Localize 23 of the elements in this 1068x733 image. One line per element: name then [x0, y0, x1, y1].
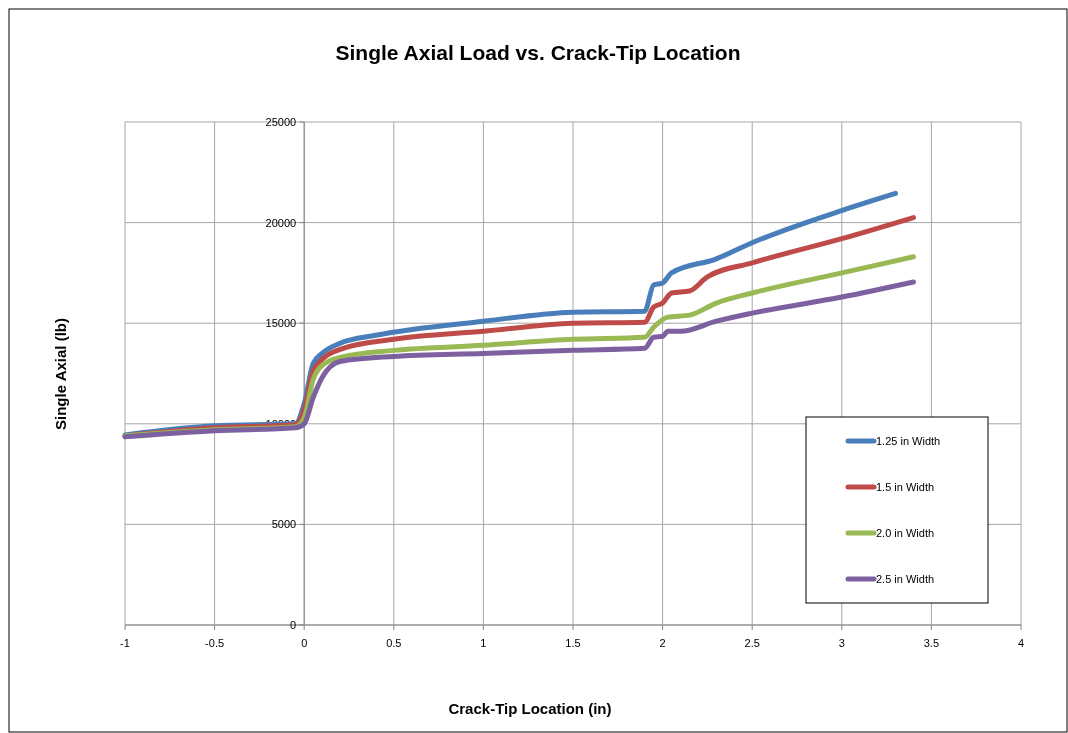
- x-tick-label: -0.5: [205, 637, 225, 649]
- x-tick-label: 2.5: [744, 637, 760, 649]
- y-tick-label: 0: [290, 619, 297, 631]
- legend-label: 1.25 in Width: [876, 435, 941, 447]
- legend-label: 1.5 in Width: [876, 481, 935, 493]
- x-tick-label: -1: [120, 637, 130, 649]
- y-tick-label: 15000: [265, 317, 297, 330]
- chart-title: Single Axial Load vs. Crack-Tip Location: [335, 41, 741, 64]
- legend-label: 2.5 in Width: [876, 573, 935, 585]
- x-tick-label: 3.5: [923, 637, 940, 649]
- x-tick-label: 4: [1017, 637, 1025, 649]
- x-tick-label: 1: [480, 637, 487, 649]
- y-tick-label: 25000: [265, 116, 297, 128]
- x-axis-title: Crack-Tip Location (in): [448, 700, 612, 717]
- y-axis-title: Single Axial (lb): [52, 318, 69, 430]
- x-tick-label: 0.5: [386, 637, 402, 649]
- y-tick-label: 5000: [271, 518, 297, 531]
- x-tick-label: 2: [659, 637, 666, 649]
- x-tick-label: 0: [301, 637, 308, 649]
- y-tick-label: 20000: [265, 216, 297, 229]
- legend-label: 2.0 in Width: [876, 527, 935, 539]
- x-tick-label: 1.5: [565, 637, 581, 649]
- x-tick-label: 3: [838, 637, 845, 649]
